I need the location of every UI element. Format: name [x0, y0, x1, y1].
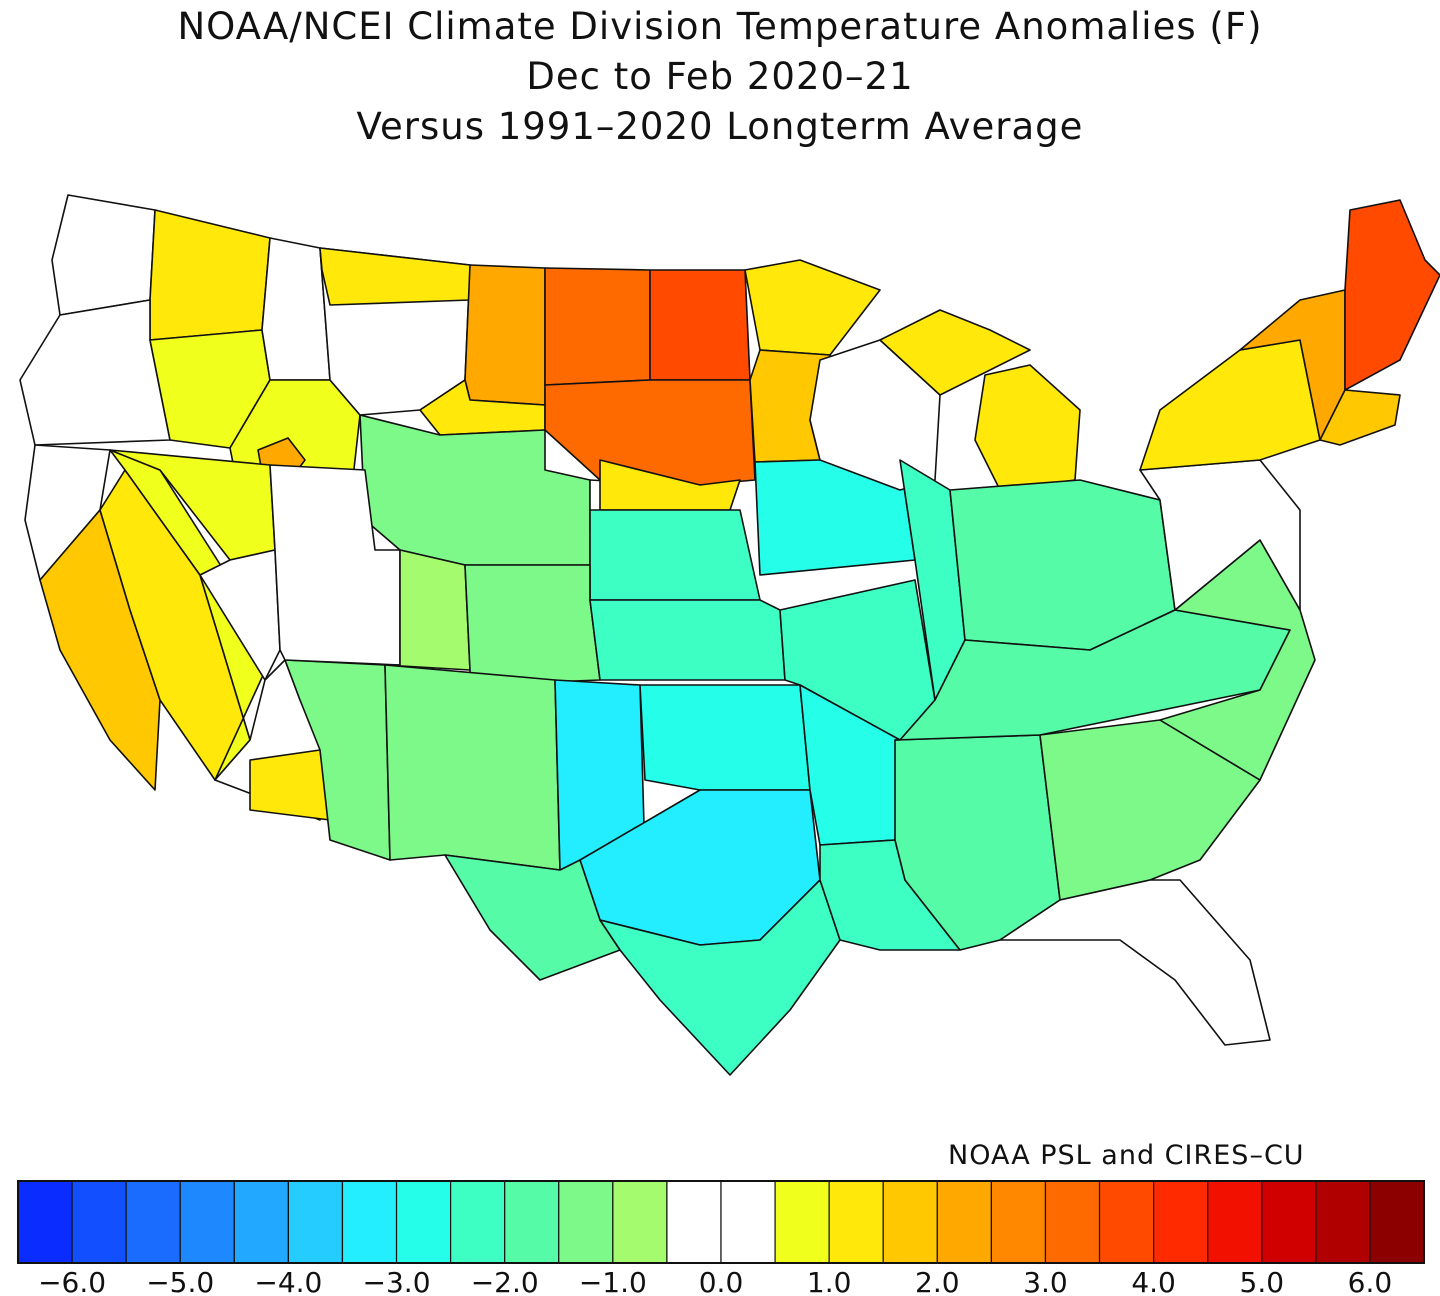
- chart-title: NOAA/NCEI Climate Division Temperature A…: [0, 2, 1440, 152]
- colorbar-cell: [774, 1180, 830, 1264]
- colorbar-tick-label: 4.0: [1131, 1266, 1176, 1296]
- colorbar-cell: [450, 1180, 506, 1264]
- region-az-wlow: [249, 749, 331, 821]
- colorbar-tick-label: −3.0: [363, 1266, 431, 1296]
- colorbar-cell: [504, 1180, 560, 1264]
- colorbar-tick-label: 1.0: [807, 1266, 852, 1296]
- colorbar-cell: [558, 1180, 614, 1264]
- region-mt-east: [464, 264, 546, 406]
- region-nv-south: [199, 549, 281, 681]
- colorbar-tick-label: −2.0: [471, 1266, 539, 1296]
- region-ne-north: [599, 459, 741, 511]
- region-ny: [1139, 339, 1321, 471]
- colorbar-cell: [287, 1180, 344, 1264]
- colorbar-cell: [17, 1180, 73, 1264]
- region-nm: [384, 664, 561, 871]
- colorbar-cell: [1315, 1180, 1371, 1264]
- colorbar-cell: [233, 1180, 289, 1264]
- title-line-1: NOAA/NCEI Climate Division Temperature A…: [177, 5, 1263, 48]
- colorbar-tick-label: −1.0: [579, 1266, 647, 1296]
- colorbar-cell: [125, 1180, 181, 1264]
- region-ok: [639, 684, 811, 791]
- colorbar-cell: [1369, 1180, 1425, 1264]
- colorbar-cell: [1098, 1180, 1155, 1264]
- colorbar-cell: [936, 1180, 992, 1264]
- region-nd-west: [544, 267, 651, 386]
- region-mi-up: [879, 309, 1031, 396]
- colorbar-tick-label: 0.0: [699, 1266, 744, 1296]
- region-id-north: [261, 237, 331, 381]
- colorbar-legend: −6.0 −5.0 −4.0 −3.0 −2.0 −1.0 0.0 1.0 2.0 3.0 4.0 5…: [17, 1180, 1425, 1296]
- region-mn-north: [744, 259, 881, 356]
- colorbar-cell: [1261, 1180, 1317, 1264]
- colorbar-cell: [612, 1180, 668, 1264]
- colorbar-cell: [71, 1180, 127, 1264]
- colorbar-tick-label: −4.0: [254, 1266, 322, 1296]
- colorbar-cell: [341, 1180, 398, 1264]
- title-line-3: Versus 1991–2020 Longterm Average: [356, 105, 1084, 148]
- colorbar-cell: [990, 1180, 1047, 1264]
- colorbar-cell: [1153, 1180, 1209, 1264]
- colorbar-frame: [17, 1180, 1425, 1264]
- region-fl: [999, 879, 1271, 1046]
- region-co: [464, 564, 601, 686]
- region-ma-ct-ri: [1319, 389, 1401, 446]
- colorbar-cell: [179, 1180, 235, 1264]
- region-wa-west: [51, 194, 156, 316]
- title-line-2: Dec to Feb 2020–21: [526, 55, 914, 98]
- region-in-oh: [949, 479, 1176, 651]
- colorbar-cell: [882, 1180, 938, 1264]
- region-ne: [589, 509, 761, 601]
- colorbar-cell: [720, 1180, 776, 1264]
- colorbar-cell: [395, 1180, 452, 1264]
- region-ks: [589, 599, 786, 681]
- region-ut-east: [384, 549, 471, 671]
- region-pa-nj-md: [1139, 459, 1301, 611]
- region-mt-north: [319, 247, 471, 306]
- colorbar-cell: [666, 1180, 722, 1264]
- colorbar-cell: [828, 1180, 884, 1264]
- region-me: [1344, 199, 1440, 391]
- colorbar-tick-label: 6.0: [1348, 1266, 1393, 1296]
- region-or-west: [19, 299, 171, 446]
- colorbar-tick-label: 5.0: [1240, 1266, 1285, 1296]
- data-credit: NOAA PSL and CIRES–CU: [948, 1140, 1305, 1171]
- region-tx-south: [599, 879, 841, 1076]
- colorbar-tick-label: −6.0: [38, 1266, 106, 1296]
- region-sd: [544, 379, 756, 486]
- colorbar-tick-label: 2.0: [915, 1266, 960, 1296]
- region-wa-east: [149, 209, 271, 341]
- colorbar-tick-label: −5.0: [146, 1266, 214, 1296]
- colorbar-cell: [1207, 1180, 1263, 1264]
- anomaly-map: [19, 194, 1440, 1076]
- region-mi-lp: [974, 364, 1081, 491]
- colorbar-cell: [1044, 1180, 1101, 1264]
- region-nd-east: [649, 269, 751, 381]
- colorbar-tick-label: 3.0: [1023, 1266, 1068, 1296]
